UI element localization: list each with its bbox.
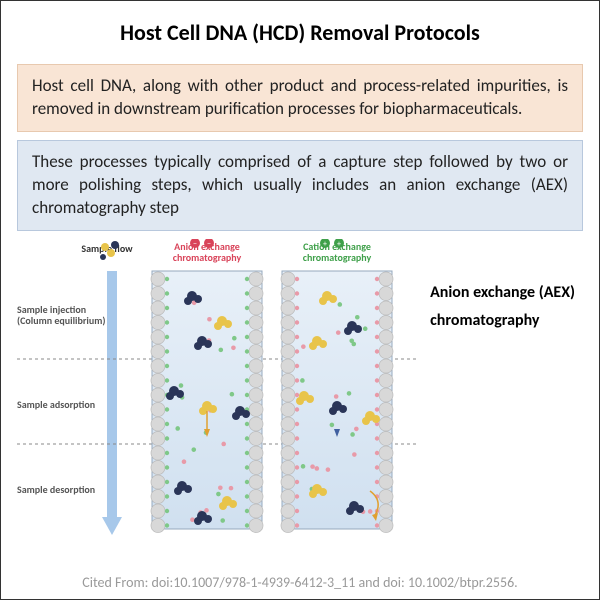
svg-text:+: + <box>337 239 341 249</box>
side-label-line2: chromatography <box>430 307 575 336</box>
intro-box-2: These processes typically comprised of a… <box>17 140 583 231</box>
svg-text:+: + <box>323 239 327 249</box>
side-label: Anion exchange (AEX) chromatography <box>430 279 575 337</box>
cation-charges-icon: + + <box>320 239 344 249</box>
page-title: Host Cell DNA (HCD) Removal Protocols <box>1 1 599 60</box>
flow-arrow-icon <box>102 271 122 535</box>
diagram-area: Sample flow Anion exchange chromatograph… <box>17 239 583 559</box>
anion-column <box>151 271 263 533</box>
citation-text: Cited From: doi:10.1007/978-1-4939-6412-… <box>1 574 599 591</box>
intro-text-2: These processes typically comprised of a… <box>32 151 568 218</box>
side-label-line1: Anion exchange (AEX) <box>430 279 575 308</box>
sample-icons <box>100 241 119 260</box>
intro-text-1: Host cell DNA, along with other product … <box>32 75 568 119</box>
intro-box-1: Host cell DNA, along with other product … <box>17 64 583 132</box>
cation-column <box>281 271 393 533</box>
chromatography-diagram: − − + + <box>17 239 437 539</box>
svg-text:−: − <box>193 239 197 249</box>
anion-charges-icon: − − <box>190 239 214 249</box>
svg-text:−: − <box>207 239 211 249</box>
